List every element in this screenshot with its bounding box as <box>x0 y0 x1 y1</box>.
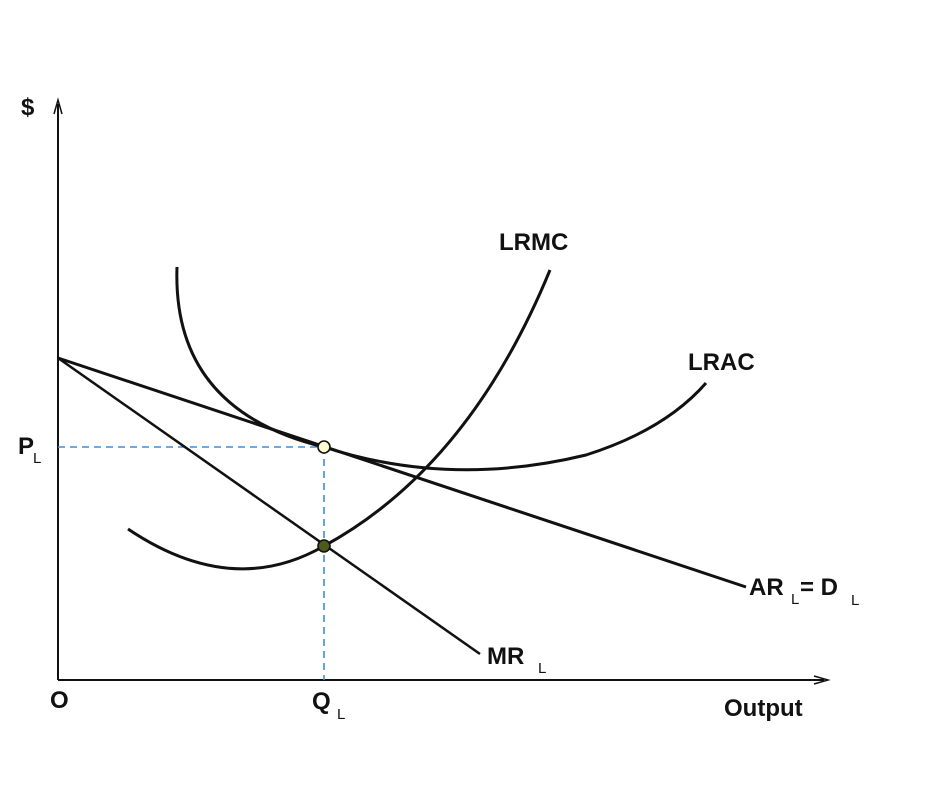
y-axis-label: $ <box>21 94 35 121</box>
ar-label-subscript-2: L <box>851 592 859 609</box>
quantity-label-subscript: L <box>337 706 345 723</box>
equilibrium-mr-point <box>317 539 331 553</box>
ar-label: AR <box>749 574 784 601</box>
quantity-label: Q <box>312 688 331 715</box>
origin-label: O <box>50 687 69 714</box>
mr-label-subscript: L <box>538 660 546 677</box>
x-axis-label: Output <box>724 695 803 722</box>
y-axis-arrowhead <box>53 97 63 115</box>
lrac-curve <box>175 266 708 472</box>
ar-demand-curve <box>57 356 747 589</box>
lrmc-curve <box>127 269 552 571</box>
lrmc-label: LRMC <box>499 229 568 256</box>
price-label: P <box>18 433 34 460</box>
x-axis-arrowhead <box>813 675 831 685</box>
lrac-label: LRAC <box>688 349 755 376</box>
mr-label: MR <box>487 643 524 670</box>
equilibrium-price-point <box>317 440 331 454</box>
mr-curve <box>57 356 481 656</box>
price-label-subscript: L <box>33 450 41 467</box>
ar-label-subscript: L <box>791 591 799 608</box>
ar-label-equals-d: = D <box>800 574 838 601</box>
